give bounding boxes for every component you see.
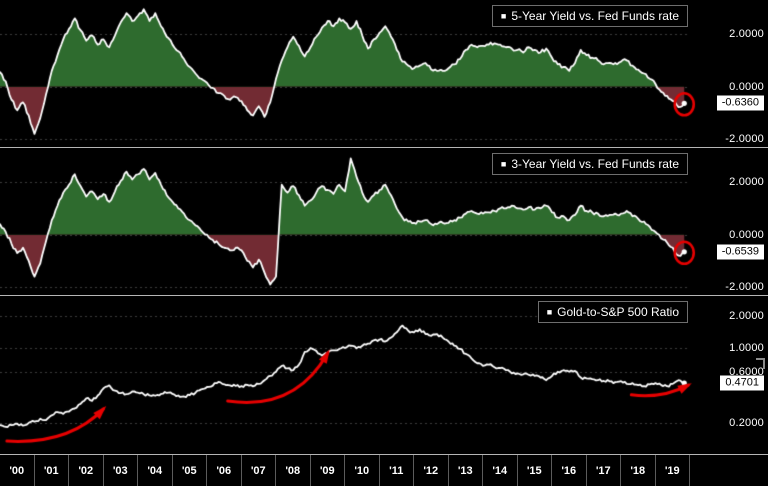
axis-scale-handle-icon[interactable]	[756, 358, 765, 369]
x-axis-label: '17	[587, 455, 621, 486]
panel-5y-yield-vs-fed-funds: ■ 5-Year Yield vs. Fed Funds rate 2.0000…	[0, 0, 768, 148]
y-axis-label: -2.0000	[725, 281, 764, 294]
legend-square-icon: ■	[500, 10, 507, 21]
x-axis-label: '05	[173, 455, 207, 486]
y-axis-label: 2.0000	[729, 309, 764, 322]
last-value-badge: -0.6539	[716, 244, 764, 260]
legend-gold-ratio[interactable]: ■ Gold-to-S&P 500 Ratio	[537, 301, 688, 323]
x-axis-label: '15	[518, 455, 552, 486]
legend-title: 5-Year Yield vs. Fed Funds rate	[511, 9, 679, 23]
x-axis-label: '02	[69, 455, 104, 486]
x-axis-label: '09	[311, 455, 345, 486]
x-axis-filler	[690, 455, 768, 486]
last-value-badge: 0.4701	[720, 375, 764, 391]
x-axis-label: '08	[276, 455, 311, 486]
x-axis-label: '11	[380, 455, 414, 486]
x-axis-label: '18	[621, 455, 656, 486]
legend-square-icon: ■	[500, 158, 507, 169]
x-axis-label: '16	[552, 455, 587, 486]
x-axis-label: '06	[207, 455, 242, 486]
y-axis-label: -2.0000	[725, 133, 764, 146]
last-value-badge: -0.6360	[716, 95, 764, 111]
x-axis-label: '14	[483, 455, 518, 486]
y-axis-label: 0.2000	[729, 416, 764, 429]
x-axis-label: '00	[0, 455, 35, 486]
panel-gold-sp500-ratio: ■ Gold-to-S&P 500 Ratio 2.0000 1.0000 0.60…	[0, 296, 768, 455]
x-axis-label: '13	[449, 455, 483, 486]
y-axis-label: 2.0000	[729, 28, 764, 41]
y-axis-label: 0.0000	[729, 228, 764, 241]
legend-square-icon: ■	[546, 306, 553, 317]
y-axis-label: 0.6000	[729, 365, 764, 378]
x-axis-label: '04	[138, 455, 173, 486]
x-axis-label: '19	[656, 455, 690, 486]
legend-title: 3-Year Yield vs. Fed Funds rate	[511, 157, 679, 171]
x-axis-label: '01	[35, 455, 69, 486]
y-axis-label: 0.0000	[729, 80, 764, 93]
panel-3y-yield-vs-fed-funds: ■ 3-Year Yield vs. Fed Funds rate 2.0000…	[0, 148, 768, 296]
y-axis-label: 2.0000	[729, 176, 764, 189]
y-axis-label: 1.0000	[729, 342, 764, 354]
legend-5y-spread[interactable]: ■ 5-Year Yield vs. Fed Funds rate	[491, 5, 688, 27]
legend-3y-spread[interactable]: ■ 3-Year Yield vs. Fed Funds rate	[491, 153, 688, 175]
x-axis-label: '10	[345, 455, 380, 486]
x-axis-label: '12	[414, 455, 449, 486]
x-axis: '00'01'02'03'04'05'06'07'08'09'10'11'12 '…	[0, 455, 768, 486]
x-axis-label: '07	[242, 455, 276, 486]
x-axis-label: '03	[104, 455, 138, 486]
legend-title: Gold-to-S&P 500 Ratio	[557, 305, 679, 319]
